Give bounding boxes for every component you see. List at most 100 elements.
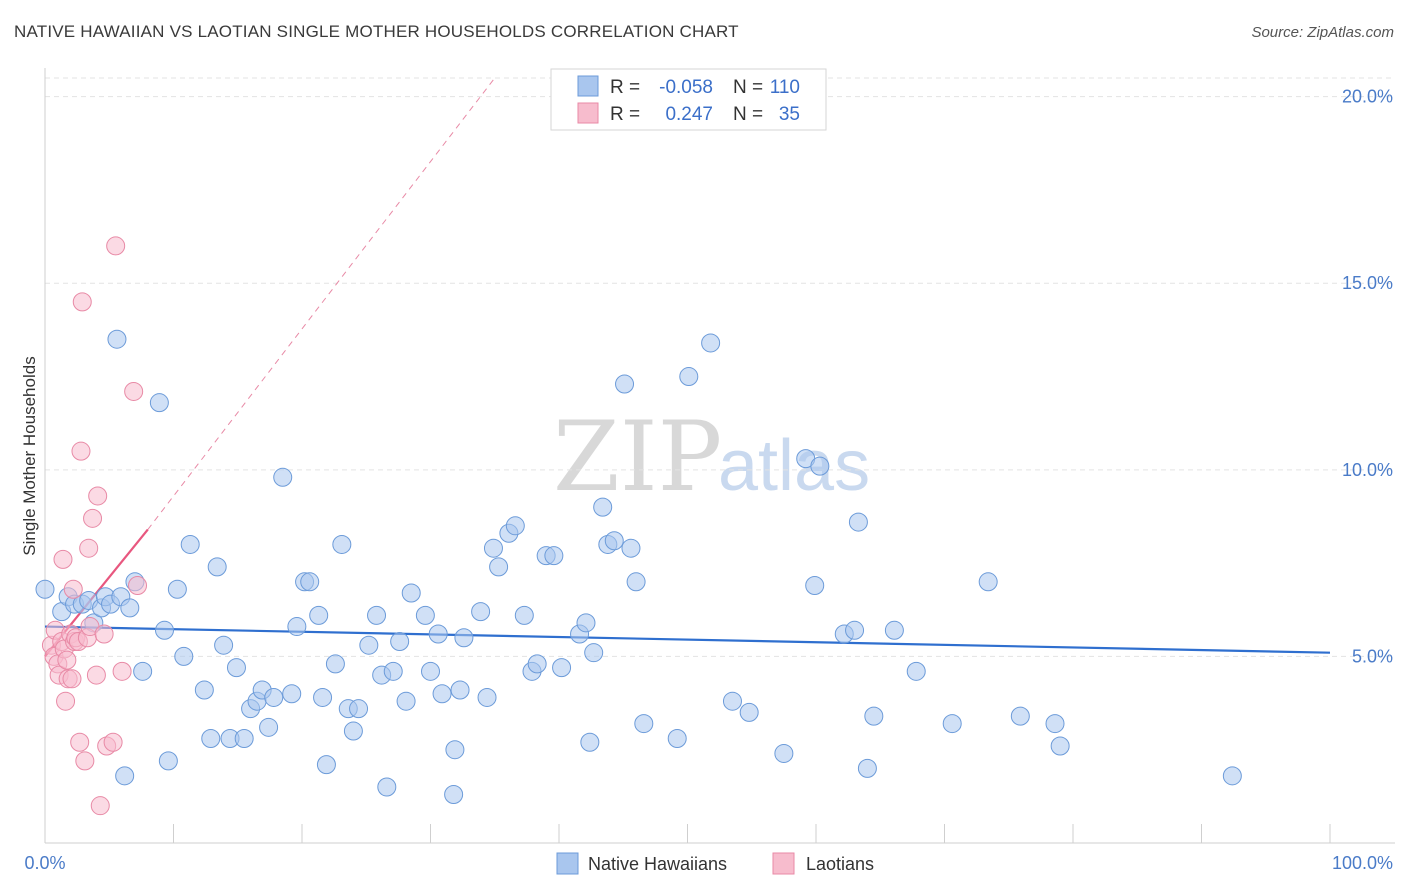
y-tick-label: 10.0% xyxy=(1342,460,1393,480)
point-native-hawaiians xyxy=(505,516,525,536)
point-native-hawaiians xyxy=(584,643,604,663)
point-native-hawaiians xyxy=(207,557,227,577)
point-native-hawaiians xyxy=(343,721,363,741)
point-native-hawaiians xyxy=(701,333,721,353)
point-native-hawaiians xyxy=(432,684,452,704)
point-laotians xyxy=(72,292,92,312)
point-laotians xyxy=(128,576,148,596)
point-native-hawaiians xyxy=(194,680,214,700)
point-native-hawaiians xyxy=(514,605,534,625)
series-legend-label-native-hawaiians: Native Hawaiians xyxy=(588,854,727,874)
point-native-hawaiians xyxy=(180,534,200,554)
x-tick-labels: 0.0% 100.0% xyxy=(24,853,1393,873)
legend-n-value-native-hawaiians: 110 xyxy=(770,77,800,98)
y-tick-label: 20.0% xyxy=(1342,87,1393,107)
point-native-hawaiians xyxy=(226,658,246,678)
point-native-hawaiians xyxy=(287,617,307,637)
point-native-hawaiians xyxy=(282,684,302,704)
grid-lines xyxy=(45,77,1395,657)
point-native-hawaiians xyxy=(810,456,830,476)
axes xyxy=(44,68,1395,844)
point-native-hawaiians xyxy=(300,572,320,592)
point-laotians xyxy=(88,486,108,506)
point-laotians xyxy=(106,236,126,256)
point-native-hawaiians xyxy=(906,661,926,681)
point-native-hawaiians xyxy=(527,654,547,674)
legend-r-label-1: R = xyxy=(610,77,640,98)
point-native-hawaiians xyxy=(454,628,474,648)
point-native-hawaiians xyxy=(120,598,140,618)
legend-n-value-laotians: 35 xyxy=(779,104,800,125)
point-native-hawaiians xyxy=(634,714,654,734)
point-native-hawaiians xyxy=(978,572,998,592)
point-native-hawaiians xyxy=(214,635,234,655)
point-native-hawaiians xyxy=(316,755,336,775)
point-native-hawaiians xyxy=(444,784,464,804)
point-laotians xyxy=(124,381,144,401)
point-native-hawaiians xyxy=(604,531,624,551)
point-native-hawaiians xyxy=(359,635,379,655)
point-native-hawaiians xyxy=(942,714,962,734)
y-tick-label: 5.0% xyxy=(1352,646,1393,666)
point-native-hawaiians xyxy=(401,583,421,603)
legend-swatch-native-hawaiians xyxy=(577,75,599,97)
point-laotians xyxy=(56,691,76,711)
point-native-hawaiians xyxy=(544,546,564,566)
trend-line-native-hawaiians xyxy=(44,625,1331,654)
trend-extension-laotians xyxy=(147,77,496,530)
point-native-hawaiians xyxy=(615,374,635,394)
point-laotians xyxy=(83,508,103,528)
legend-r-value-laotians: 0.247 xyxy=(665,104,713,125)
point-native-hawaiians xyxy=(383,661,403,681)
point-native-hawaiians xyxy=(234,729,254,749)
legend-r-value-native-hawaiians: -0.058 xyxy=(659,77,713,98)
point-native-hawaiians xyxy=(149,393,169,413)
point-laotians xyxy=(63,579,83,599)
point-native-hawaiians xyxy=(864,706,884,726)
point-laotians xyxy=(57,650,77,670)
watermark-zip: ZIP xyxy=(553,401,722,513)
point-laotians xyxy=(62,669,82,689)
y-axis-title: Single Mother Households xyxy=(20,356,39,555)
watermark-atlas: atlas xyxy=(718,426,870,506)
point-native-hawaiians xyxy=(552,658,572,678)
point-native-hawaiians xyxy=(1010,706,1030,726)
point-native-hawaiians xyxy=(158,751,178,771)
point-native-hawaiians xyxy=(332,534,352,554)
point-native-hawaiians xyxy=(580,732,600,752)
point-native-hawaiians xyxy=(483,538,503,558)
point-native-hawaiians xyxy=(167,579,187,599)
point-native-hawaiians xyxy=(489,557,509,577)
chart-title: NATIVE HAWAIIAN VS LAOTIAN SINGLE MOTHER… xyxy=(14,22,739,41)
point-native-hawaiians xyxy=(1045,714,1065,734)
point-native-hawaiians xyxy=(679,367,699,387)
point-native-hawaiians xyxy=(1222,766,1242,786)
point-native-hawaiians xyxy=(722,691,742,711)
point-native-hawaiians xyxy=(884,620,904,640)
point-laotians xyxy=(103,732,123,752)
point-native-hawaiians xyxy=(471,602,491,622)
point-native-hawaiians xyxy=(273,467,293,487)
point-native-hawaiians xyxy=(626,572,646,592)
point-native-hawaiians xyxy=(390,631,410,651)
point-native-hawaiians xyxy=(174,646,194,666)
point-native-hawaiians xyxy=(477,687,497,707)
point-laotians xyxy=(79,538,99,558)
x-tick-label-max: 100.0% xyxy=(1332,853,1393,873)
data-points xyxy=(35,236,1242,816)
source-credit: Source: ZipAtlas.com xyxy=(1251,24,1394,41)
point-laotians xyxy=(75,751,95,771)
point-native-hawaiians xyxy=(774,743,794,763)
point-native-hawaiians xyxy=(845,620,865,640)
point-laotians xyxy=(112,661,132,681)
point-laotians xyxy=(94,624,114,644)
point-laotians xyxy=(90,796,110,816)
series-legend-swatch-native-hawaiians xyxy=(556,852,579,875)
point-native-hawaiians xyxy=(667,729,687,749)
legend-n-label-2: N = xyxy=(733,104,763,125)
series-legend: Native Hawaiians Laotians xyxy=(556,852,874,875)
point-native-hawaiians xyxy=(35,579,55,599)
point-native-hawaiians xyxy=(377,777,397,797)
point-native-hawaiians xyxy=(325,654,345,674)
